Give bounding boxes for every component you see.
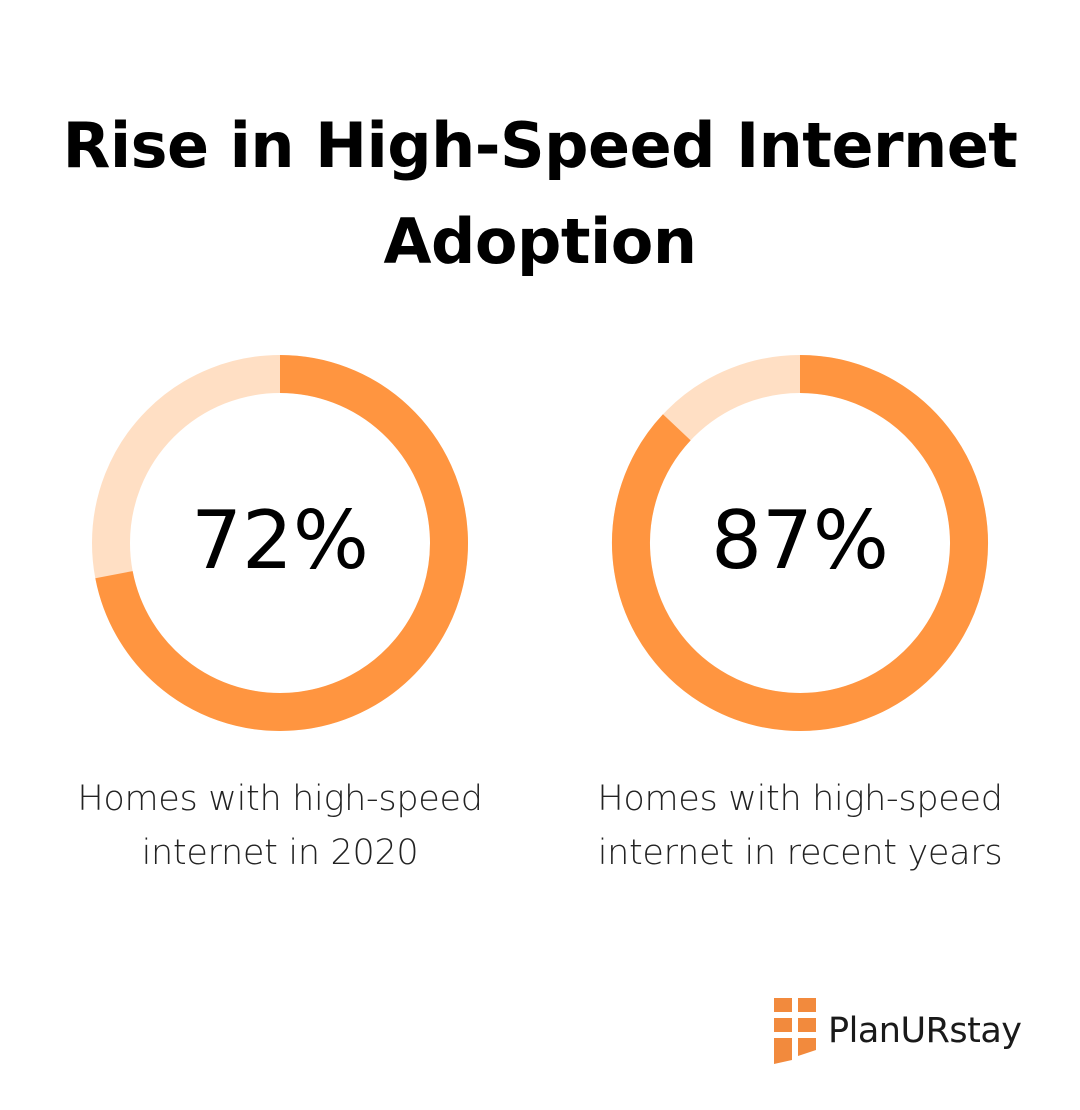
logo-text: PlanURstay xyxy=(828,1011,1022,1051)
donut-value-label: 72% xyxy=(191,494,369,587)
caption-line: Homes with high-speed xyxy=(77,779,483,819)
donut-track xyxy=(92,355,468,731)
donut-value-label: 87% xyxy=(711,494,889,587)
caption-line: internet in recent years xyxy=(597,833,1003,873)
logo-block xyxy=(798,998,816,1012)
donut-track xyxy=(612,355,988,731)
caption-recent: Homes with high-speed internet in recent… xyxy=(560,772,1040,880)
logo-block xyxy=(798,1018,816,1032)
caption-line: Homes with high-speed xyxy=(597,779,1003,819)
caption-line: internet in 2020 xyxy=(141,833,419,873)
logo-block xyxy=(774,1018,792,1032)
caption-2020: Homes with high-speed internet in 2020 xyxy=(40,772,520,880)
donut-chart-recent: 87% xyxy=(612,355,988,731)
logo-block xyxy=(774,998,792,1012)
donut-value-arc xyxy=(612,355,988,731)
page-title: Rise in High-Speed Internet Adoption xyxy=(62,109,1018,278)
logo-block xyxy=(798,1038,816,1056)
brand-logo: PlanURstay xyxy=(774,998,1022,1064)
donut-chart-2020: 72% xyxy=(92,355,468,731)
planurstay-logo-icon xyxy=(774,998,816,1064)
logo-block xyxy=(774,1038,792,1064)
donut-value-arc xyxy=(95,355,468,731)
